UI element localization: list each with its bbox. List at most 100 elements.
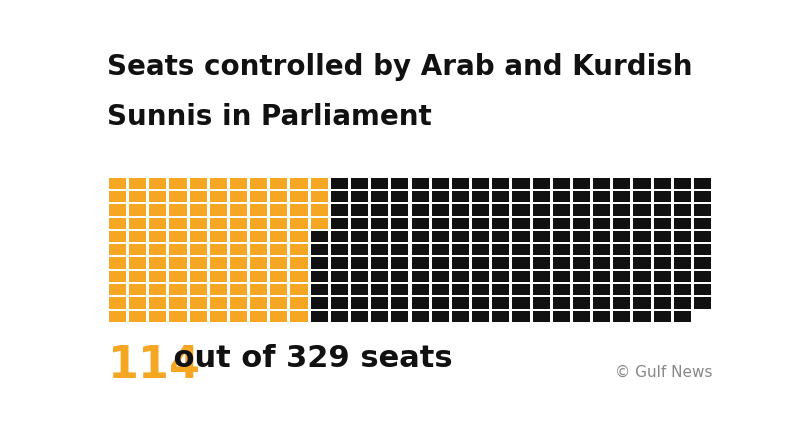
Bar xyxy=(472,218,489,229)
Bar xyxy=(573,258,590,269)
Bar xyxy=(391,284,409,295)
Bar xyxy=(331,258,348,269)
Bar xyxy=(210,231,227,243)
Bar xyxy=(634,192,650,203)
Bar xyxy=(432,258,449,269)
Bar xyxy=(512,205,530,216)
Bar xyxy=(190,284,206,295)
Bar xyxy=(492,231,510,243)
Bar xyxy=(230,284,247,295)
Bar xyxy=(553,178,570,190)
Bar xyxy=(290,298,308,309)
Bar xyxy=(411,245,429,256)
Bar xyxy=(190,178,206,190)
Bar xyxy=(654,258,670,269)
Bar xyxy=(492,218,510,229)
Bar xyxy=(210,205,227,216)
Bar xyxy=(210,218,227,229)
Bar xyxy=(573,192,590,203)
Bar xyxy=(472,298,489,309)
Bar xyxy=(694,258,711,269)
Bar xyxy=(230,258,247,269)
Bar xyxy=(190,258,206,269)
Bar xyxy=(512,311,530,322)
Bar xyxy=(674,258,691,269)
Bar xyxy=(694,192,711,203)
Bar xyxy=(573,218,590,229)
Bar xyxy=(170,258,186,269)
Bar xyxy=(553,298,570,309)
Bar xyxy=(654,231,670,243)
Bar xyxy=(573,298,590,309)
Bar xyxy=(492,298,510,309)
Bar xyxy=(553,192,570,203)
Bar xyxy=(331,271,348,283)
Bar xyxy=(230,271,247,283)
Bar xyxy=(411,284,429,295)
Bar xyxy=(210,298,227,309)
Bar xyxy=(250,298,267,309)
Bar xyxy=(129,205,146,216)
Bar xyxy=(270,205,287,216)
Bar xyxy=(250,258,267,269)
Bar xyxy=(533,271,550,283)
Bar xyxy=(351,192,368,203)
Bar xyxy=(310,311,328,322)
Bar xyxy=(654,192,670,203)
Bar xyxy=(553,205,570,216)
Bar xyxy=(109,271,126,283)
Bar xyxy=(310,178,328,190)
Bar xyxy=(230,218,247,229)
Bar xyxy=(492,311,510,322)
Bar xyxy=(331,231,348,243)
Bar xyxy=(190,245,206,256)
Bar xyxy=(391,192,409,203)
Bar xyxy=(614,205,630,216)
Bar xyxy=(674,178,691,190)
Bar xyxy=(250,311,267,322)
Bar xyxy=(512,245,530,256)
Bar xyxy=(230,205,247,216)
Bar xyxy=(674,192,691,203)
Bar xyxy=(432,178,449,190)
Text: 114: 114 xyxy=(107,343,201,386)
Bar xyxy=(452,245,469,256)
Bar xyxy=(432,205,449,216)
Bar xyxy=(694,205,711,216)
Bar xyxy=(270,231,287,243)
Bar xyxy=(512,231,530,243)
Bar xyxy=(512,218,530,229)
Bar xyxy=(694,245,711,256)
Bar xyxy=(371,311,388,322)
Bar xyxy=(391,271,409,283)
Bar xyxy=(593,258,610,269)
Bar xyxy=(290,258,308,269)
Bar xyxy=(512,271,530,283)
Bar xyxy=(553,258,570,269)
Bar xyxy=(654,178,670,190)
Bar xyxy=(150,298,166,309)
Bar xyxy=(593,311,610,322)
Bar xyxy=(512,298,530,309)
Bar xyxy=(614,245,630,256)
Bar xyxy=(614,192,630,203)
Bar xyxy=(411,298,429,309)
Bar xyxy=(411,205,429,216)
Bar xyxy=(129,245,146,256)
Bar xyxy=(310,258,328,269)
Bar xyxy=(109,178,126,190)
Bar xyxy=(452,205,469,216)
Bar xyxy=(614,284,630,295)
Text: © Gulf News: © Gulf News xyxy=(615,364,713,379)
Bar xyxy=(634,258,650,269)
Bar xyxy=(512,258,530,269)
Bar xyxy=(634,205,650,216)
Bar xyxy=(210,192,227,203)
Bar xyxy=(593,284,610,295)
Bar xyxy=(109,231,126,243)
Bar xyxy=(654,218,670,229)
Bar xyxy=(190,192,206,203)
Bar xyxy=(331,284,348,295)
Bar xyxy=(310,245,328,256)
Bar xyxy=(411,218,429,229)
